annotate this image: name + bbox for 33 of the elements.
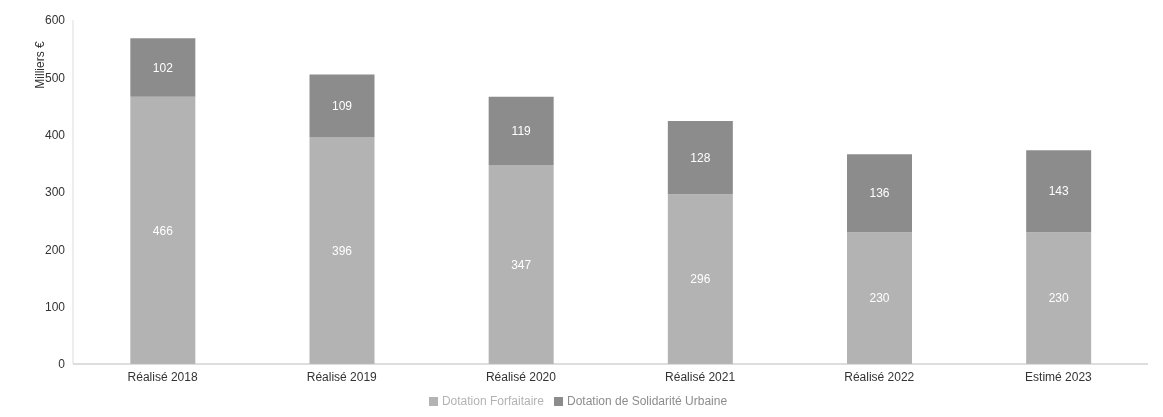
y-tick-label: 400 (44, 127, 66, 142)
data-label: 109 (331, 98, 353, 113)
x-tick-label: Réalisé 2019 (306, 369, 378, 384)
bar (1026, 150, 1092, 233)
bar (130, 38, 196, 97)
data-label: 347 (511, 257, 532, 272)
y-tick-label: 0 (58, 357, 66, 372)
legend-label: Dotation de Solidarité Urbaine (566, 394, 728, 408)
data-label: 102 (152, 60, 174, 75)
bar (309, 74, 375, 137)
legend-label: Dotation Forfaitaire (441, 394, 544, 408)
data-label: 128 (690, 150, 711, 165)
x-tick-label: Réalisé 2020 (485, 369, 557, 384)
bar (488, 96, 554, 166)
y-tick-label: 200 (44, 242, 66, 257)
bar (847, 154, 912, 233)
data-label: 396 (331, 243, 353, 258)
data-label: 230 (869, 291, 890, 306)
y-tick-label: 100 (44, 299, 66, 314)
y-tick-label: 600 (44, 13, 66, 28)
y-tick-label: 300 (44, 185, 66, 200)
data-label: 466 (152, 223, 174, 238)
x-tick-label: Réalisé 2022 (844, 369, 915, 384)
x-tick-label: Réalisé 2021 (665, 369, 736, 384)
data-label: 143 (1048, 184, 1069, 199)
y-tick-label: 500 (44, 70, 66, 85)
x-tick-label: Réalisé 2018 (127, 369, 198, 384)
data-label: 119 (511, 124, 532, 139)
data-label: 230 (1048, 291, 1069, 306)
data-label: 136 (869, 186, 890, 201)
bar (667, 120, 733, 195)
data-label: 296 (690, 272, 711, 287)
x-tick-label: Estimé 2023 (1025, 369, 1093, 384)
